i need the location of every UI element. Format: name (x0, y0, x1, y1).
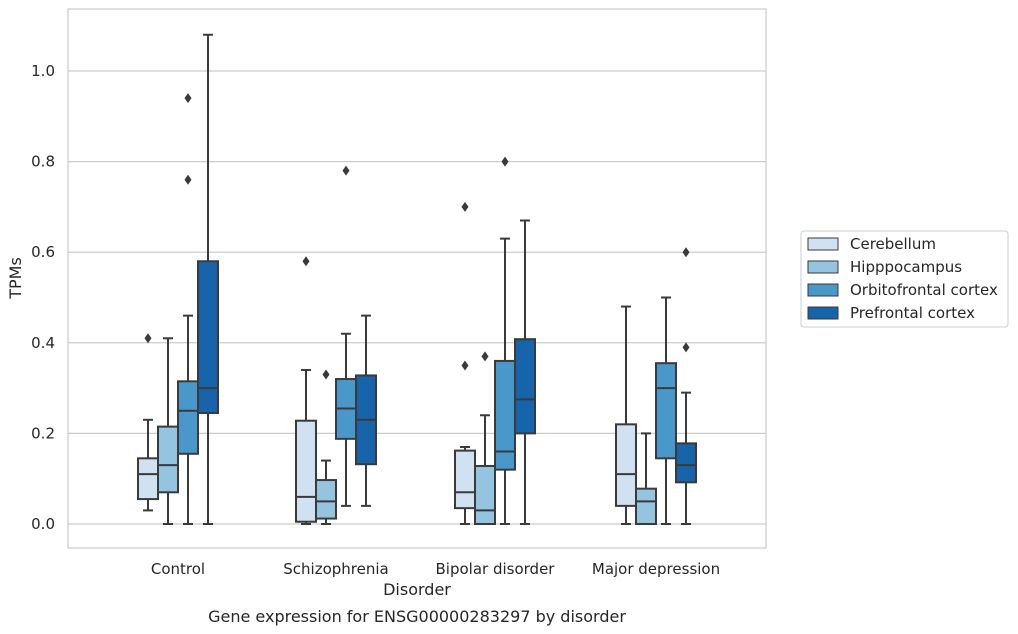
y-tick-label: 0.6 (31, 243, 55, 261)
box (474, 465, 496, 525)
y-axis-title: TPMs (6, 257, 25, 300)
box (295, 419, 317, 523)
box (494, 359, 516, 471)
box-plot (157, 337, 179, 525)
box-plot (315, 369, 337, 525)
outlier-point (682, 342, 690, 353)
box-plot (137, 333, 159, 512)
x-axis-ticks: Control Schizophrenia Bipolar disorder Majo… (151, 560, 720, 578)
legend-label: Orbitofrontal cortex (850, 281, 998, 299)
outlier-point (302, 256, 310, 267)
y-tick-label: 0.4 (31, 334, 55, 352)
box (315, 479, 337, 520)
outlier-point (184, 174, 192, 185)
x-tick-label: Schizophrenia (283, 560, 388, 578)
box (635, 487, 657, 525)
outlier-point (461, 201, 469, 212)
box-plot (615, 305, 637, 525)
box (615, 423, 637, 507)
legend-swatch (807, 237, 839, 251)
outlier-point (682, 247, 690, 258)
legend: Cerebellum Hipppocampus Orbitofrontal cort… (800, 230, 1009, 328)
box-plot (474, 351, 496, 525)
box (157, 425, 179, 494)
box-plot (655, 296, 677, 525)
outlier-point (342, 165, 350, 176)
box-plot (335, 165, 357, 507)
legend-swatch (807, 260, 839, 274)
plot-frame (67, 8, 767, 549)
x-tick-label: Control (151, 560, 205, 578)
x-axis-title: Disorder (383, 580, 451, 599)
box-plot (454, 201, 476, 525)
y-tick-label: 0.8 (31, 153, 55, 171)
box-plot (355, 314, 377, 507)
legend-swatch (807, 283, 839, 297)
chart-title: Gene expression for ENSG00000283297 by d… (208, 607, 626, 626)
box (454, 449, 476, 510)
legend-swatch (807, 306, 839, 320)
box (655, 362, 677, 460)
x-tick-label: Bipolar disorder (436, 560, 556, 578)
legend-label: Hipppocampus (850, 258, 962, 276)
y-tick-label: 1.0 (31, 62, 55, 80)
legend-frame (800, 230, 1009, 328)
outlier-point (461, 360, 469, 371)
box-plots (137, 33, 697, 525)
outlier-point (184, 93, 192, 104)
box (137, 457, 159, 501)
legend-label: Prefrontal cortex (850, 304, 975, 322)
y-tick-label: 0.0 (31, 515, 55, 533)
box (514, 338, 536, 435)
outlier-point (501, 156, 509, 167)
outlier-point (481, 351, 489, 362)
box-plot (197, 33, 219, 525)
box-plot (177, 93, 199, 525)
y-tick-label: 0.2 (31, 424, 55, 442)
box (177, 380, 199, 455)
outlier-point (322, 369, 330, 380)
box-plot (675, 247, 697, 525)
box-plot (635, 432, 657, 525)
box-plot (494, 156, 516, 525)
box-plot (514, 219, 536, 525)
box (197, 260, 219, 415)
box-plot (295, 256, 317, 525)
box (675, 442, 697, 484)
legend-label: Cerebellum (850, 235, 936, 253)
y-axis-ticks: 0.0 0.2 0.4 0.6 0.8 1.0 (31, 62, 55, 533)
x-tick-label: Major depression (592, 560, 720, 578)
outlier-point (144, 333, 152, 344)
